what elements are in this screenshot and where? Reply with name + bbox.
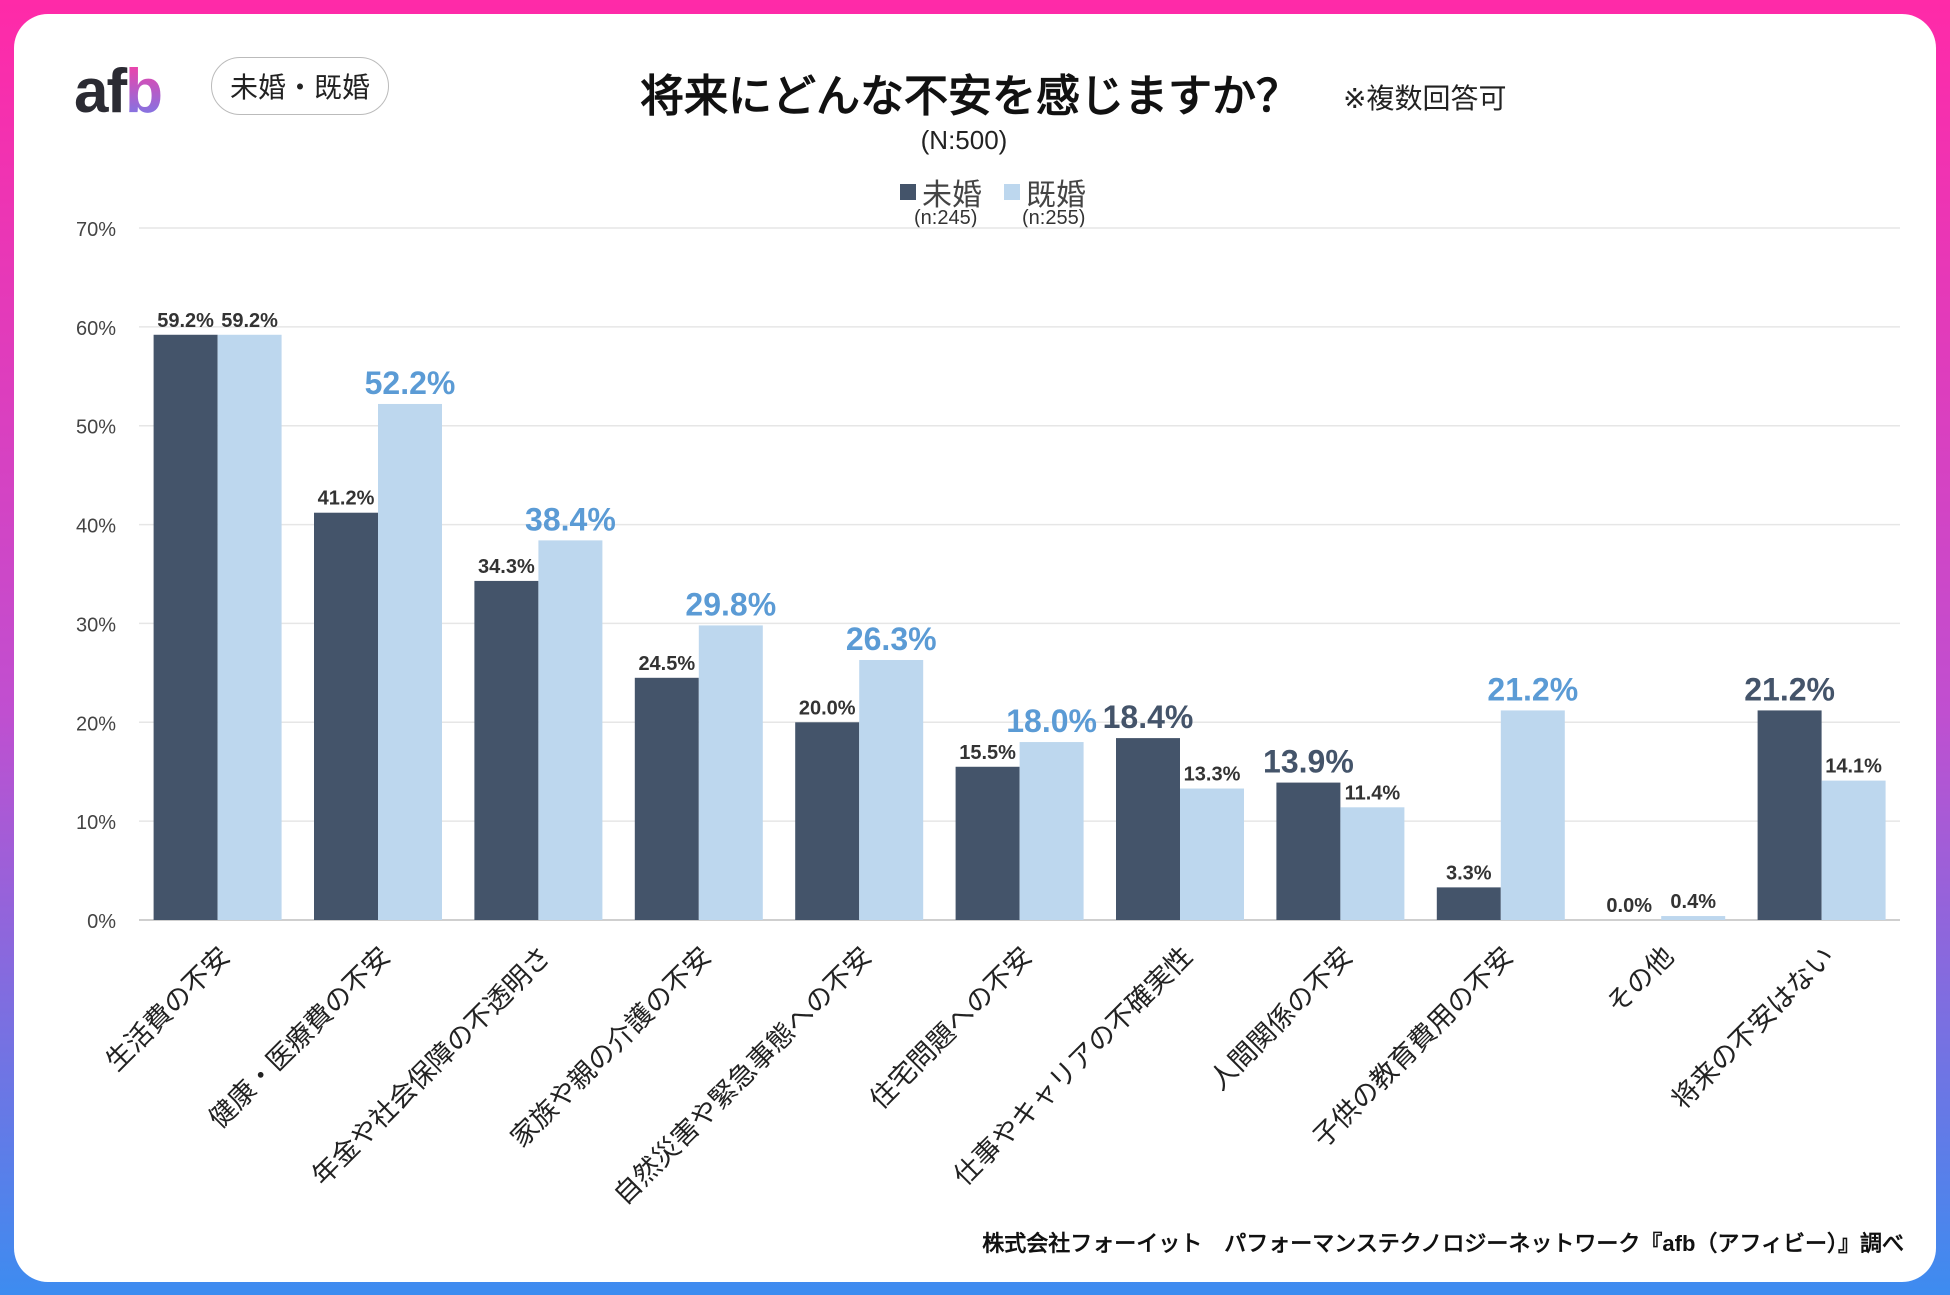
legend-item-married: 既婚 bbox=[1004, 170, 1086, 214]
sample-size: (N:500) bbox=[920, 125, 1008, 155]
legend-swatch-married bbox=[1004, 184, 1020, 200]
data-label: 34.3% bbox=[478, 556, 535, 578]
y-tick-label: 40% bbox=[76, 516, 116, 538]
bar-married bbox=[1019, 742, 1084, 920]
bar-unmarried bbox=[474, 580, 539, 920]
data-label: 29.8% bbox=[685, 586, 776, 622]
data-label: 52.2% bbox=[365, 365, 456, 401]
data-label: 59.2% bbox=[221, 310, 278, 332]
data-label: 0.4% bbox=[1670, 891, 1716, 913]
data-label: 0.0% bbox=[1606, 895, 1652, 917]
bar-unmarried bbox=[1116, 738, 1180, 920]
data-label: 21.2% bbox=[1487, 671, 1578, 707]
bar-unmarried bbox=[153, 334, 218, 920]
bar-unmarried bbox=[634, 677, 699, 920]
segment-pill: 未婚・既婚 bbox=[211, 57, 389, 115]
legend-n-married: (n:255) bbox=[1022, 207, 1086, 229]
legend-n-unmarried: (n:245) bbox=[914, 207, 978, 229]
data-label: 21.2% bbox=[1744, 671, 1835, 707]
bar-married bbox=[1661, 916, 1726, 920]
x-category-label: 人間関係の不安 bbox=[1204, 941, 1359, 1096]
legend-swatch-unmarried bbox=[900, 184, 916, 200]
source-credit: 株式会社フォーイット パフォーマンステクノロジーネットワーク『afb（アフィビー… bbox=[982, 1231, 1904, 1256]
bar-unmarried bbox=[955, 766, 1020, 920]
y-tick-label: 30% bbox=[76, 614, 116, 636]
data-label: 24.5% bbox=[638, 653, 695, 675]
x-category-label: 住宅問題への不安 bbox=[864, 941, 1038, 1115]
bar-unmarried bbox=[314, 512, 378, 920]
data-label: 20.0% bbox=[799, 697, 856, 719]
x-category-label: 自然災害や緊急事態への不安 bbox=[608, 941, 877, 1210]
data-label: 11.4% bbox=[1345, 782, 1401, 804]
bar-married bbox=[217, 334, 282, 920]
data-label: 38.4% bbox=[525, 501, 616, 537]
data-label: 3.3% bbox=[1446, 862, 1492, 884]
bar-married bbox=[1500, 710, 1565, 920]
x-category-label: 将来の不安はない bbox=[1666, 941, 1840, 1115]
bar-married bbox=[378, 403, 442, 921]
y-tick-label: 10% bbox=[76, 812, 116, 834]
y-tick-label: 60% bbox=[76, 318, 116, 340]
legend-label: 未婚 bbox=[922, 179, 982, 212]
y-tick-label: 0% bbox=[87, 911, 116, 933]
multiple-answer-note: ※複数回答可 bbox=[1343, 83, 1507, 114]
legend-item-unmarried: 未婚 bbox=[900, 170, 982, 214]
data-label: 13.3% bbox=[1184, 764, 1241, 786]
y-tick-label: 50% bbox=[76, 417, 116, 439]
data-label: 15.5% bbox=[959, 742, 1016, 764]
data-label: 18.0% bbox=[1006, 703, 1097, 739]
chart-title: 将来にどんな不安を感じますか？ bbox=[640, 72, 1300, 121]
afb-logo: afb bbox=[74, 57, 163, 126]
data-label: 14.1% bbox=[1825, 756, 1882, 778]
x-category-label: その他 bbox=[1601, 941, 1679, 1019]
data-label: 13.9% bbox=[1263, 744, 1354, 780]
x-category-label: 健康・医療費の不安 bbox=[203, 941, 396, 1134]
bar-unmarried bbox=[1276, 782, 1341, 920]
data-label: 41.2% bbox=[318, 488, 375, 510]
bar-unmarried bbox=[795, 722, 860, 920]
bar-married bbox=[538, 540, 603, 920]
x-category-label: 生活費の不安 bbox=[100, 941, 236, 1077]
y-tick-label: 70% bbox=[76, 219, 116, 241]
bar-married bbox=[1180, 788, 1244, 920]
data-label: 26.3% bbox=[846, 621, 937, 657]
bar-married bbox=[859, 660, 924, 920]
legend-label: 既婚 bbox=[1026, 179, 1086, 212]
y-tick-label: 20% bbox=[76, 713, 116, 735]
bar-married bbox=[1340, 807, 1405, 920]
bar-unmarried bbox=[1436, 887, 1501, 920]
data-label: 59.2% bbox=[157, 310, 214, 332]
bar-unmarried bbox=[1757, 710, 1822, 920]
bar-married bbox=[698, 625, 763, 920]
data-label: 18.4% bbox=[1103, 699, 1194, 735]
bar-married bbox=[1821, 780, 1886, 920]
